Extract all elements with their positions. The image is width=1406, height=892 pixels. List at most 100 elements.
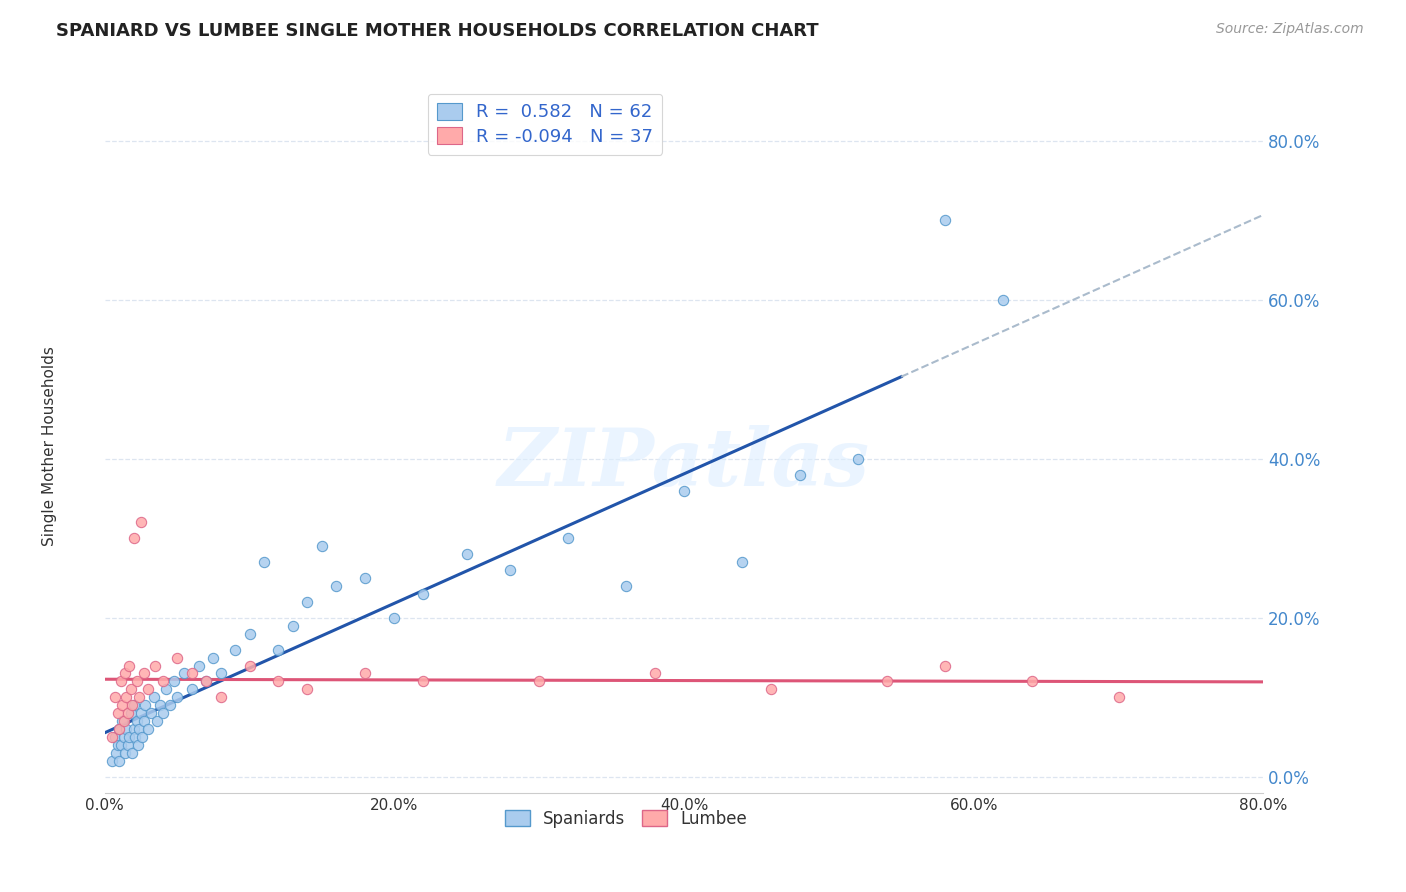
Point: [107, 738, 129, 752]
Point: [121, 746, 143, 760]
Point: [108, 722, 131, 736]
Point: [155, 682, 177, 697]
Point: [108, 754, 131, 768]
Point: [789, 467, 811, 482]
Point: [173, 666, 195, 681]
Point: [456, 547, 478, 561]
Point: [139, 706, 162, 721]
Point: [120, 682, 142, 697]
Text: Source: ZipAtlas.com: Source: ZipAtlas.com: [1216, 22, 1364, 37]
Point: [876, 674, 898, 689]
Point: [202, 650, 225, 665]
Legend: Spaniards, Lumbee: Spaniards, Lumbee: [498, 803, 754, 834]
Point: [120, 706, 142, 721]
Point: [1021, 674, 1043, 689]
Point: [382, 611, 405, 625]
Point: [238, 626, 260, 640]
Point: [115, 722, 138, 736]
Point: [644, 666, 666, 681]
Point: [499, 563, 522, 577]
Point: [149, 698, 172, 713]
Point: [1108, 690, 1130, 705]
Point: [107, 706, 129, 721]
Point: [131, 730, 153, 744]
Point: [253, 555, 276, 569]
Point: [159, 698, 181, 713]
Point: [180, 666, 202, 681]
Point: [117, 738, 139, 752]
Point: [731, 555, 754, 569]
Point: [128, 722, 150, 736]
Point: [134, 698, 156, 713]
Point: [672, 483, 695, 498]
Text: Single Mother Households: Single Mother Households: [42, 346, 56, 546]
Point: [991, 293, 1014, 307]
Point: [104, 690, 127, 705]
Point: [166, 650, 188, 665]
Point: [105, 746, 128, 760]
Point: [124, 730, 146, 744]
Point: [527, 674, 550, 689]
Point: [110, 738, 132, 752]
Point: [325, 579, 347, 593]
Point: [132, 666, 155, 681]
Point: [297, 682, 319, 697]
Text: SPANIARD VS LUMBEE SINGLE MOTHER HOUSEHOLDS CORRELATION CHART: SPANIARD VS LUMBEE SINGLE MOTHER HOUSEHO…: [56, 22, 818, 40]
Point: [110, 674, 132, 689]
Point: [121, 698, 143, 713]
Point: [281, 619, 304, 633]
Point: [108, 722, 131, 736]
Point: [163, 674, 186, 689]
Point: [934, 213, 956, 227]
Point: [122, 532, 145, 546]
Point: [125, 714, 148, 728]
Point: [187, 658, 209, 673]
Point: [104, 730, 127, 744]
Point: [180, 682, 202, 697]
Point: [128, 690, 150, 705]
Point: [209, 690, 232, 705]
Point: [267, 674, 290, 689]
Point: [115, 690, 138, 705]
Point: [934, 658, 956, 673]
Point: [129, 706, 152, 721]
Point: [195, 674, 218, 689]
Point: [118, 730, 141, 744]
Point: [136, 682, 159, 697]
Point: [311, 539, 333, 553]
Point: [557, 532, 579, 546]
Point: [267, 642, 290, 657]
Point: [146, 714, 169, 728]
Point: [238, 658, 260, 673]
Point: [132, 714, 155, 728]
Point: [114, 746, 136, 760]
Point: [166, 690, 188, 705]
Point: [111, 698, 134, 713]
Point: [112, 714, 135, 728]
Point: [297, 595, 319, 609]
Point: [152, 706, 174, 721]
Point: [209, 666, 232, 681]
Point: [759, 682, 782, 697]
Point: [111, 714, 134, 728]
Point: [152, 674, 174, 689]
Point: [195, 674, 218, 689]
Point: [125, 674, 148, 689]
Point: [112, 730, 135, 744]
Point: [122, 698, 145, 713]
Point: [142, 690, 165, 705]
Point: [412, 674, 434, 689]
Point: [145, 658, 167, 673]
Point: [101, 730, 124, 744]
Point: [412, 587, 434, 601]
Point: [127, 738, 149, 752]
Point: [114, 666, 136, 681]
Point: [122, 722, 145, 736]
Point: [354, 571, 377, 585]
Point: [354, 666, 377, 681]
Point: [101, 754, 124, 768]
Text: ZIPatlas: ZIPatlas: [498, 425, 870, 502]
Point: [129, 516, 152, 530]
Point: [614, 579, 637, 593]
Point: [117, 706, 139, 721]
